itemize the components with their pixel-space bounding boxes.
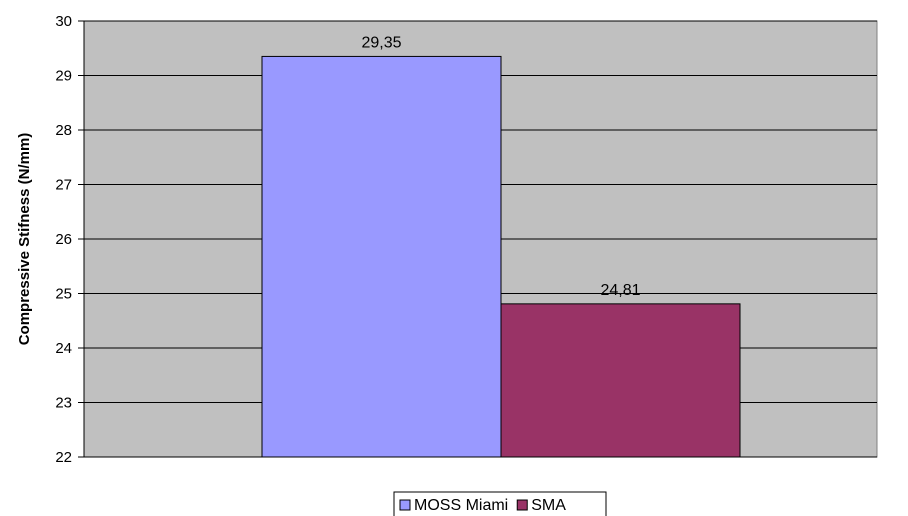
data-label: 29,35 [361, 34, 401, 51]
y-tick-label: 29 [55, 68, 72, 85]
bar-moss-miami [261, 55, 502, 458]
bars [261, 55, 741, 458]
y-axis-title: Compressive Stifness (N/mm) [16, 133, 33, 346]
data-labels: 29,35 24,81 [361, 34, 640, 298]
legend-label: SMA [531, 497, 566, 514]
y-tick-label: 28 [55, 122, 72, 139]
y-tick-label: 27 [55, 177, 72, 194]
y-tick-label: 24 [55, 340, 72, 357]
legend: MOSS Miami SMA [393, 491, 607, 516]
legend-swatch [399, 499, 411, 511]
y-tick-label: 22 [55, 449, 72, 466]
legend-swatch [516, 499, 528, 511]
data-label: 24,81 [600, 282, 640, 299]
bar-sma [500, 303, 741, 458]
y-tick-label: 23 [55, 395, 72, 412]
y-tick-label: 26 [55, 231, 72, 248]
legend-box [393, 491, 607, 516]
legend-label: MOSS Miami [414, 497, 508, 514]
y-tick-label: 25 [55, 286, 72, 303]
y-tick-label: 30 [55, 13, 72, 30]
